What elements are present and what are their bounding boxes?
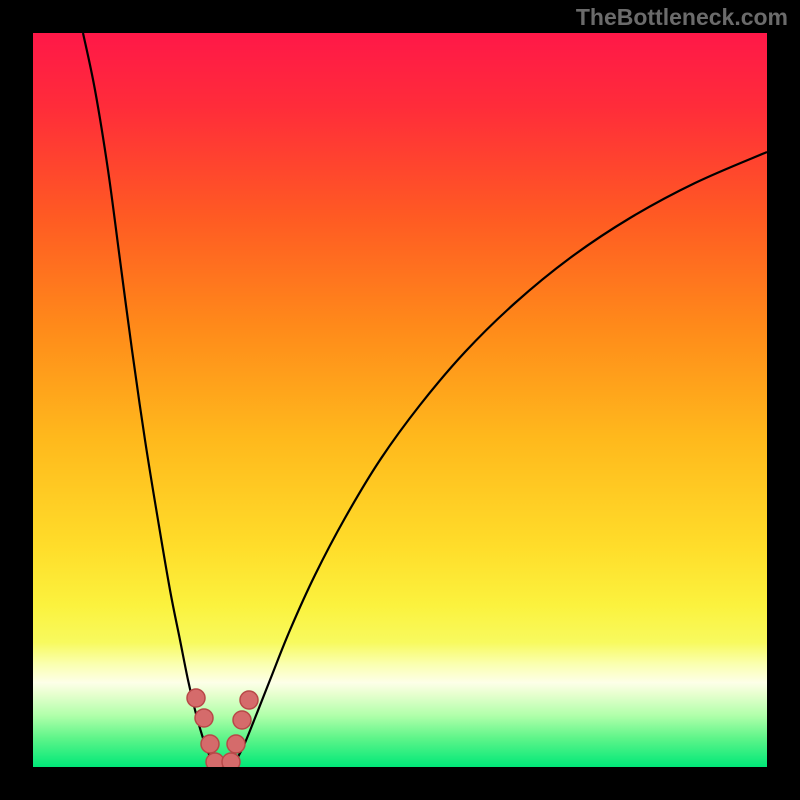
marker-point: [201, 735, 219, 753]
marker-point: [227, 735, 245, 753]
marker-point: [206, 753, 224, 767]
markers-group: [187, 689, 258, 767]
marker-point: [195, 709, 213, 727]
left-curve: [83, 33, 218, 766]
plot-area: [33, 33, 767, 767]
right-curve: [230, 152, 767, 766]
marker-point: [222, 753, 240, 767]
chart-container: TheBottleneck.com: [0, 0, 800, 800]
curve-layer: [33, 33, 767, 767]
watermark-text: TheBottleneck.com: [576, 4, 788, 31]
marker-point: [240, 691, 258, 709]
marker-point: [233, 711, 251, 729]
marker-point: [187, 689, 205, 707]
